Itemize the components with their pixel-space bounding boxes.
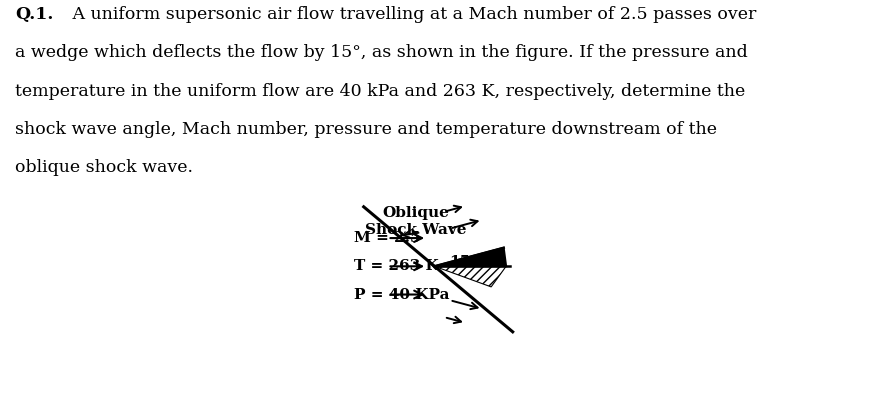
Polygon shape: [434, 248, 506, 266]
Text: a wedge which deflects the flow by 15°, as shown in the figure. If the pressure : a wedge which deflects the flow by 15°, …: [15, 45, 748, 62]
Text: shock wave angle, Mach number, pressure and temperature downstream of the: shock wave angle, Mach number, pressure …: [15, 121, 718, 138]
Text: Oblique
Shock Wave: Oblique Shock Wave: [365, 206, 466, 237]
Text: temperature in the uniform flow are 40 kPa and 263 K, respectively, determine th: temperature in the uniform flow are 40 k…: [15, 83, 745, 100]
Text: T = 263 K: T = 263 K: [353, 259, 439, 273]
Polygon shape: [434, 266, 506, 287]
Text: 15°: 15°: [448, 255, 478, 269]
Text: oblique shock wave.: oblique shock wave.: [15, 159, 193, 176]
Text: P = 40 KPa: P = 40 KPa: [353, 287, 449, 302]
Text: Q.1.: Q.1.: [15, 6, 53, 23]
Text: A uniform supersonic air flow travelling at a Mach number of 2.5 passes over: A uniform supersonic air flow travelling…: [67, 6, 756, 23]
Text: M = 2.5: M = 2.5: [353, 231, 420, 245]
